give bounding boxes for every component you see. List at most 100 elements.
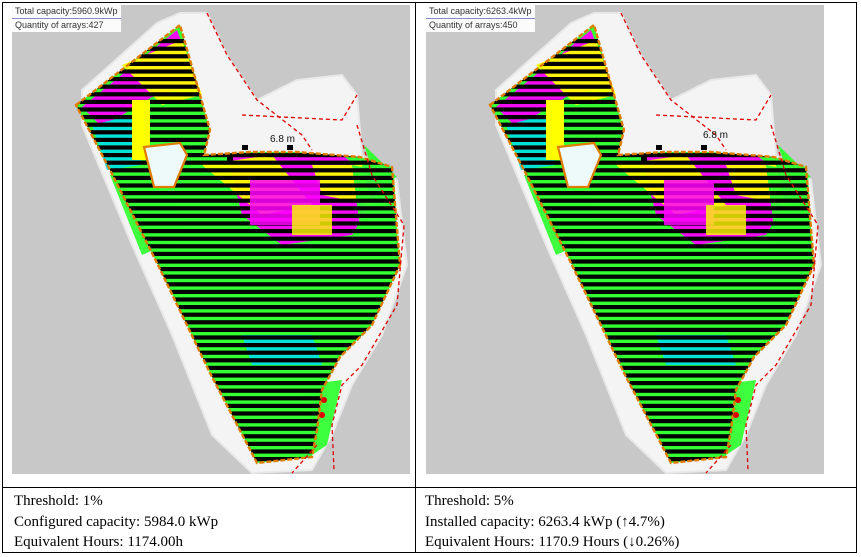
pv-row: [490, 160, 814, 165]
pv-row: [490, 175, 814, 180]
pv-row: [76, 403, 400, 408]
pv-row: [490, 289, 814, 294]
pv-row: [76, 236, 400, 241]
pv-layout-map-right: 6.8 m: [488, 12, 823, 474]
pv-row: [76, 343, 400, 348]
pv-row: [76, 335, 400, 340]
pv-row: [490, 213, 814, 218]
pv-row: [490, 198, 814, 203]
row-gap: [132, 100, 150, 160]
pv-row: [490, 403, 814, 408]
pv-row: [76, 168, 400, 173]
row-gap: [706, 205, 746, 235]
exclusion-zone: [556, 141, 603, 189]
layout-view-threshold-1: 6.8 m Total capacity:5960.9kWp Quantity …: [12, 5, 410, 474]
pv-row: [490, 168, 814, 173]
pv-row: [490, 312, 814, 317]
total-capacity-label: Total capacity:5960.9kWp: [12, 5, 121, 19]
pv-row: [490, 274, 814, 279]
pv-row: [490, 419, 814, 424]
equipment-marker: [701, 145, 707, 150]
pv-row: [76, 46, 400, 51]
road-marker: [735, 397, 741, 403]
pv-row: [490, 327, 814, 332]
pv-row: [490, 282, 814, 287]
pv-row: [490, 381, 814, 386]
pv-row: [76, 198, 400, 203]
threshold-text: Threshold: 1%: [14, 493, 103, 509]
road-line: [705, 444, 732, 474]
pv-row: [490, 320, 814, 325]
pv-row: [76, 396, 400, 401]
pv-row: [76, 244, 400, 249]
capacity-info-box: Total capacity:6263.4kWp Quantity of arr…: [426, 5, 535, 32]
pv-row: [76, 274, 400, 279]
pv-row: [76, 388, 400, 393]
pv-row: [76, 365, 400, 370]
shade-patch: [242, 335, 322, 365]
road-line: [206, 12, 313, 151]
pv-row: [490, 388, 814, 393]
site-boundary: [74, 22, 402, 465]
row-gap: [546, 100, 564, 160]
pv-row: [490, 365, 814, 370]
pv-row: [490, 46, 814, 51]
pv-row: [76, 350, 400, 355]
array-count-label: Quantity of arrays:450: [429, 20, 518, 30]
pv-row: [490, 244, 814, 249]
pv-row: [76, 175, 400, 180]
pv-row: [490, 236, 814, 241]
exclusion-zone: [142, 141, 189, 189]
road-line: [291, 444, 318, 474]
road-marker: [321, 397, 327, 403]
road-line: [745, 124, 819, 471]
column-divider: [415, 2, 416, 553]
array-count-label: Quantity of arrays:427: [15, 20, 104, 30]
road-marker: [319, 412, 325, 418]
pv-row: [76, 229, 400, 234]
pv-layout-map-left: 6.8 m: [74, 12, 409, 474]
pv-row: [76, 373, 400, 378]
row-gap: [664, 180, 714, 225]
road-line: [331, 124, 405, 471]
pv-row: [76, 305, 400, 310]
equipment-marker: [641, 157, 647, 162]
pv-row: [76, 282, 400, 287]
pv-row: [490, 396, 814, 401]
pv-row: [76, 358, 400, 363]
pv-row: [490, 251, 814, 256]
pv-row: [490, 183, 814, 188]
pv-row: [76, 297, 400, 302]
pv-row: [76, 39, 400, 44]
pv-row: [490, 335, 814, 340]
boundary-and-roads: [488, 12, 819, 474]
pv-row: [490, 221, 814, 226]
capacity-text: Configured capacity: 5984.0 kWp: [14, 513, 219, 530]
pv-row: [490, 343, 814, 348]
row-gap: [292, 205, 332, 235]
pv-row: [76, 206, 400, 211]
pv-row: [76, 153, 400, 158]
road-line: [241, 94, 358, 121]
capacity-text: Installed capacity: 6263.4 kWp (↑4.7%): [425, 513, 665, 530]
road-line: [620, 12, 727, 151]
pv-row: [76, 312, 400, 317]
pv-row: [490, 229, 814, 234]
pv-row: [76, 327, 400, 332]
pv-row: [76, 213, 400, 218]
pv-row: [76, 259, 400, 264]
pv-row: [76, 160, 400, 165]
pv-row: [490, 297, 814, 302]
pv-row: [490, 153, 814, 158]
equivalent-hours-text: Equivalent Hours: 1174.00h: [14, 534, 184, 550]
pv-row: [76, 411, 400, 416]
road-marker: [733, 412, 739, 418]
road-line: [655, 94, 772, 121]
pv-row: [76, 191, 400, 196]
boundary-and-roads: [74, 12, 405, 474]
pv-row: [490, 358, 814, 363]
pv-row: [76, 221, 400, 226]
caption-threshold-5: Threshold: 5% Installed capacity: 6263.4…: [425, 491, 679, 553]
equipment-marker: [242, 145, 248, 150]
